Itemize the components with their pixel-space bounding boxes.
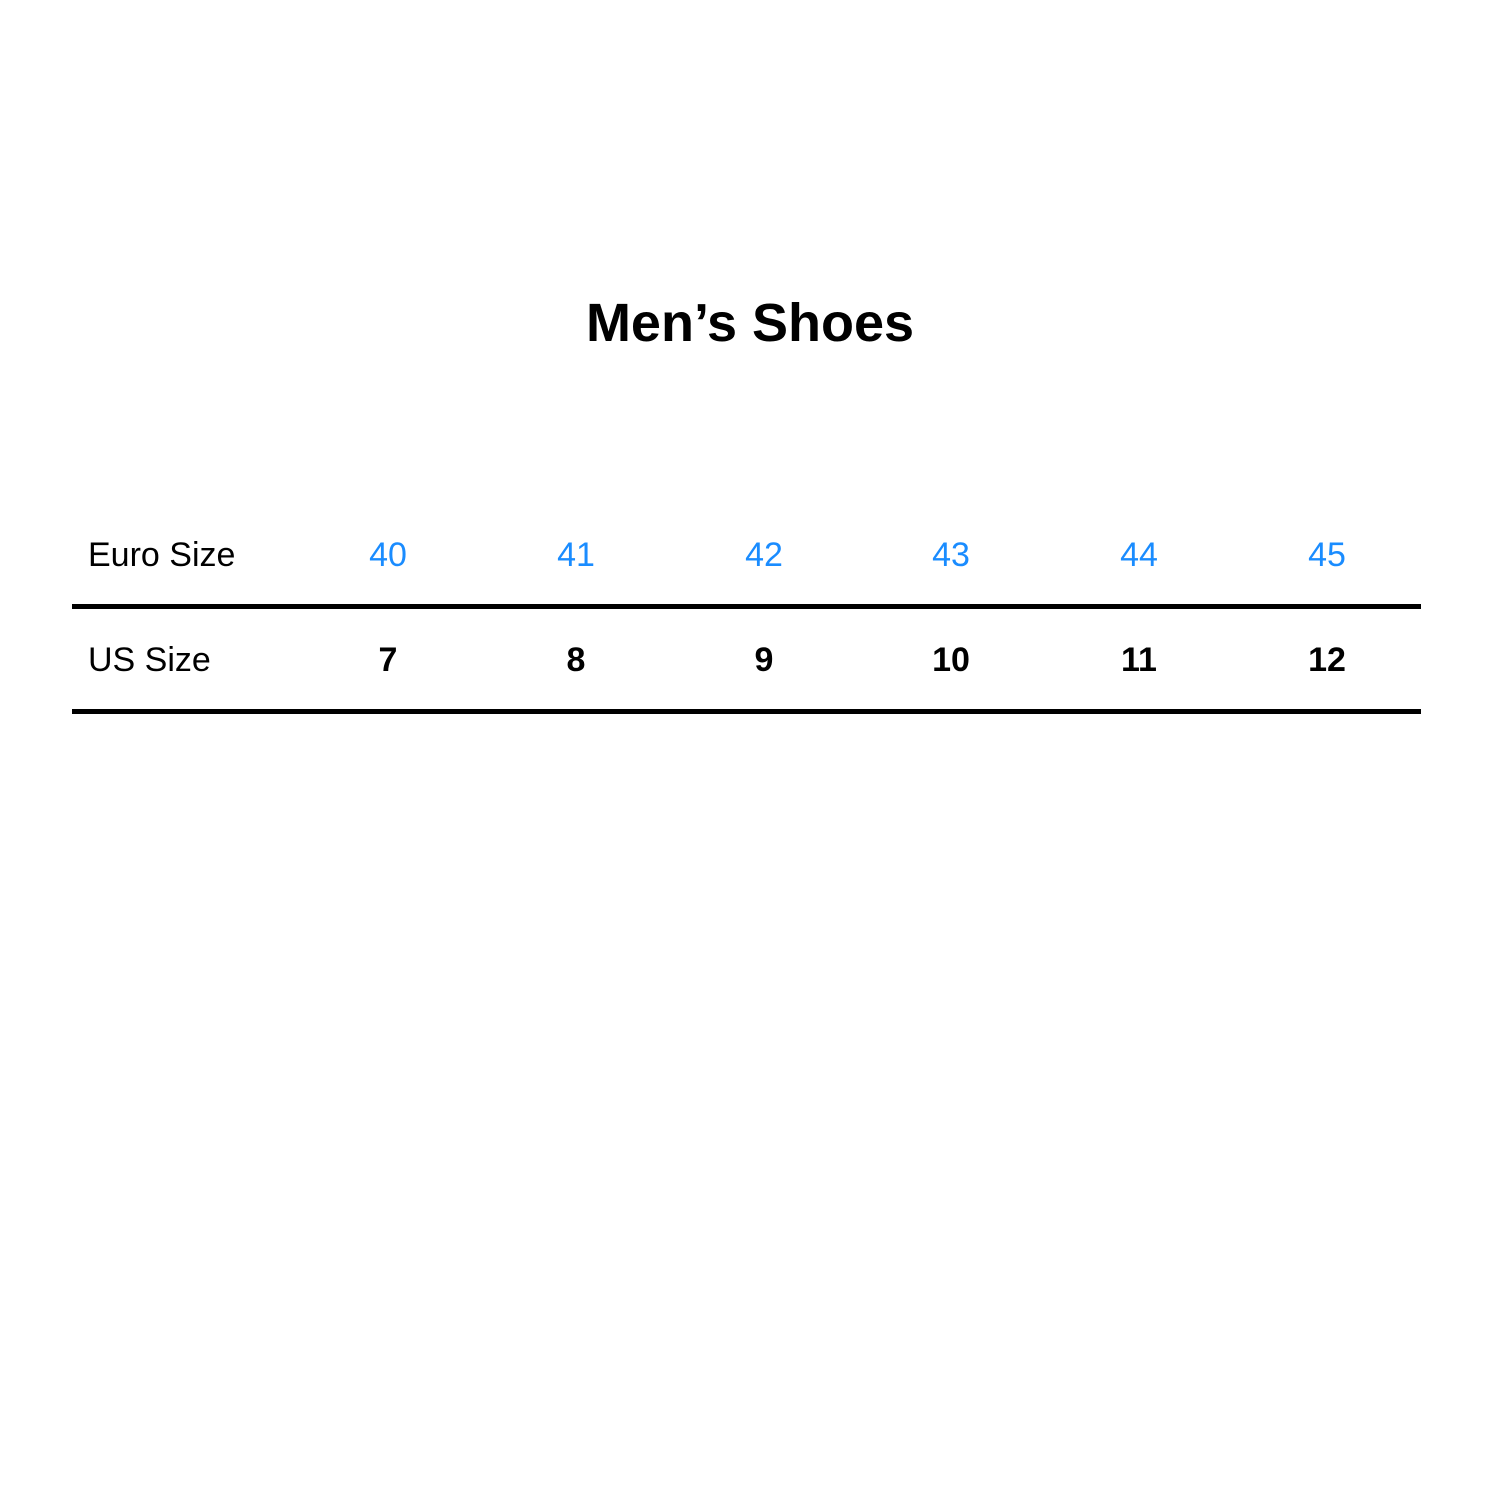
row-label: Euro Size: [88, 536, 236, 574]
us-size-cell: 10: [932, 641, 970, 679]
euro-size-cell: 44: [1120, 536, 1158, 574]
us-size-row: US Size 7 8 9 10 11 12: [0, 635, 1500, 685]
euro-size-cell: 40: [369, 536, 407, 574]
us-size-cell: 8: [566, 641, 586, 679]
euro-size-cell: 41: [557, 536, 595, 574]
row-label: US Size: [88, 641, 211, 679]
row-divider: [72, 604, 1421, 609]
row-divider: [72, 709, 1421, 714]
euro-size-row: Euro Size 40 41 42 43 44 45: [0, 530, 1500, 580]
us-size-cell: 9: [754, 641, 774, 679]
euro-size-cell: 43: [932, 536, 970, 574]
page-title: Men’s Shoes: [585, 293, 915, 353]
euro-size-cell: 45: [1308, 536, 1346, 574]
us-size-cell: 12: [1308, 641, 1346, 679]
euro-size-cell: 42: [745, 536, 783, 574]
us-size-cell: 7: [378, 641, 398, 679]
us-size-cell: 11: [1121, 641, 1157, 679]
